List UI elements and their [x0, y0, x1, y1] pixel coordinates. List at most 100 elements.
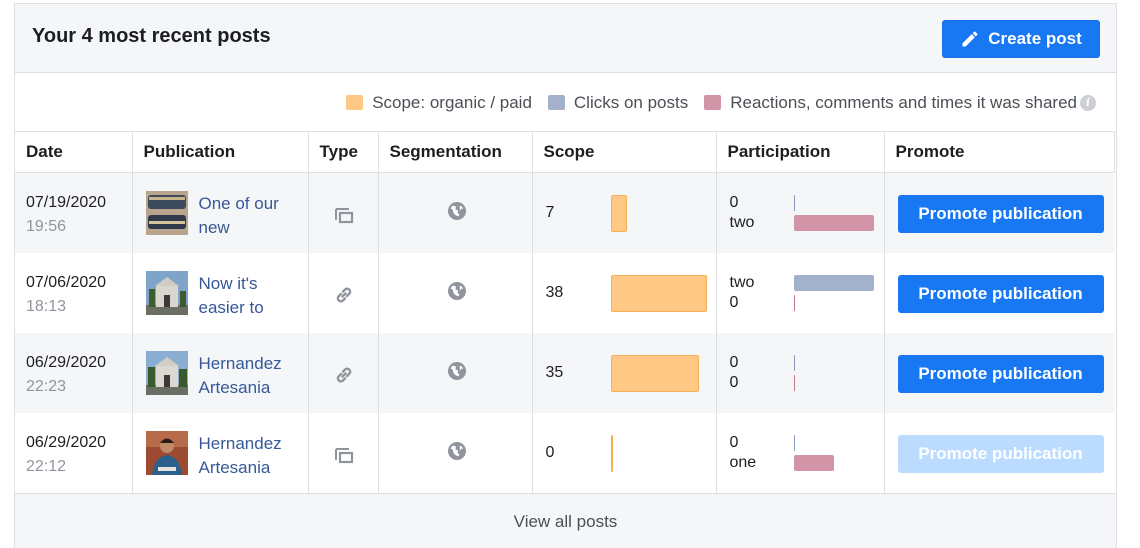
clicks-bar — [793, 274, 874, 291]
posts-table: Date Publication Type Segmentation Scope… — [15, 131, 1115, 493]
clicks-bar — [793, 354, 795, 371]
reactions-swatch — [704, 95, 722, 110]
post-thumbnail[interactable] — [145, 350, 188, 395]
promote-publication-button[interactable]: Promote publication — [897, 274, 1104, 313]
participation-cell: 0 0 — [716, 332, 885, 413]
col-participation: Participation — [716, 131, 885, 173]
scope-cell: 0 — [532, 412, 717, 493]
info-icon[interactable]: i — [1080, 94, 1096, 111]
segmentation-cell — [378, 172, 533, 253]
pencil-icon — [962, 31, 978, 47]
table-row: 07/06/2020 18:13 Now it's easier to 38 — [15, 252, 1114, 333]
post-thumbnail[interactable] — [145, 270, 188, 315]
promote-cell: Promote publication — [884, 332, 1114, 413]
publication-cell[interactable]: Now it's easier to — [132, 252, 309, 333]
clicks-value: 0 — [729, 194, 739, 211]
promote-cell: Promote publication — [884, 252, 1114, 333]
participation-cell: two 0 — [716, 252, 885, 333]
publication-cell[interactable]: One of our new — [132, 172, 309, 253]
segmentation-cell — [378, 412, 533, 493]
clicks-value: 0 — [729, 353, 739, 371]
col-type: Type — [308, 131, 379, 173]
segmentation-cell — [378, 332, 533, 413]
globe-icon — [447, 202, 466, 220]
promote-publication-button[interactable]: Promote publication — [897, 195, 1104, 233]
post-title-link[interactable]: One of our new — [198, 194, 279, 237]
table-row: 06/29/2020 22:12 Hernandez Artesania 0 — [15, 412, 1114, 493]
scope-bar — [610, 195, 627, 232]
scope-value: 38 — [545, 283, 564, 301]
scope-cell: 35 — [532, 332, 717, 413]
clicks-swatch — [547, 95, 565, 110]
create-post-label: Create post — [988, 29, 1082, 48]
clicks-value: two — [729, 273, 755, 291]
type-cell — [308, 172, 379, 253]
col-publication: Publication — [132, 131, 309, 173]
date-cell: 07/19/2020 19:56 — [15, 172, 133, 253]
clicks-bar — [793, 195, 795, 211]
post-thumbnail[interactable] — [145, 191, 188, 235]
col-scope: Scope — [532, 131, 717, 173]
globe-icon — [447, 281, 466, 300]
reactions-value: 0 — [729, 293, 739, 311]
legend-scope-label: Scope: organic / paid — [372, 92, 532, 112]
legend-clicks: Clicks on posts — [547, 92, 689, 113]
clicks-value: 0 — [729, 433, 739, 451]
table-row: 06/29/2020 22:23 Hernandez Artesania 35 — [15, 332, 1114, 413]
scope-bar — [610, 434, 613, 472]
legend-clicks-label: Clicks on posts — [573, 92, 689, 112]
table-header-row: Date Publication Type Segmentation Scope… — [15, 131, 1115, 173]
date-cell: 06/29/2020 22:12 — [15, 412, 133, 493]
panel-title: Your 4 most recent posts — [32, 25, 271, 47]
col-promote: Promote — [884, 131, 1115, 173]
link-icon — [336, 367, 351, 382]
post-title-link[interactable]: Now it's easier to — [198, 273, 264, 317]
publication-cell[interactable]: Hernandez Artesania — [132, 412, 309, 493]
publication-cell[interactable]: Hernandez Artesania — [132, 332, 309, 413]
promote-cell: Promote publication — [884, 412, 1114, 493]
clicks-bar — [793, 434, 795, 451]
type-cell — [308, 252, 379, 333]
legend-reactions-label: Reactions, comments and times it was sha… — [730, 92, 1077, 112]
scope-value: 35 — [545, 363, 564, 381]
promote-publication-button: Promote publication — [897, 434, 1104, 473]
reactions-bar — [793, 374, 795, 391]
view-all-posts-link[interactable]: View all posts — [15, 493, 1116, 548]
post-date: 06/29/2020 — [26, 433, 107, 451]
promote-publication-button[interactable]: Promote publication — [897, 354, 1104, 393]
reactions-bar — [793, 294, 795, 311]
album-icon — [334, 447, 353, 463]
legend-reactions: Reactions, comments and times it was sha… — [704, 93, 1096, 113]
scope-bar — [610, 274, 707, 312]
col-date: Date — [15, 131, 133, 173]
promote-cell: Promote publication — [884, 172, 1114, 253]
scope-bar — [610, 354, 699, 392]
chart-legend: Scope: organic / paid Clicks on posts Re… — [15, 74, 1116, 131]
col-segmentation: Segmentation — [378, 131, 533, 173]
segmentation-cell — [378, 252, 533, 333]
post-title-link[interactable]: Hernandez Artesania — [198, 353, 282, 397]
scope-cell: 7 — [532, 172, 717, 253]
post-date: 07/06/2020 — [26, 273, 107, 291]
globe-icon — [447, 441, 466, 460]
post-time: 18:13 — [26, 297, 67, 315]
post-time: 22:12 — [26, 457, 67, 475]
reactions-bar — [793, 454, 834, 471]
link-icon — [336, 287, 351, 302]
participation-cell: 0 one — [716, 412, 885, 493]
post-thumbnail[interactable] — [145, 430, 188, 475]
post-time: 22:23 — [26, 377, 67, 395]
reactions-value: two — [729, 214, 755, 231]
type-cell — [308, 412, 379, 493]
album-icon — [334, 208, 353, 224]
legend-scope: Scope: organic / paid — [346, 93, 532, 113]
globe-icon — [447, 361, 466, 380]
scope-value: 7 — [545, 204, 555, 221]
scope-cell: 38 — [532, 252, 717, 333]
date-cell: 07/06/2020 18:13 — [15, 252, 133, 333]
reactions-value: 0 — [729, 373, 739, 391]
create-post-button[interactable]: Create post — [942, 20, 1100, 58]
type-cell — [308, 332, 379, 413]
participation-cell: 0 two — [716, 172, 885, 253]
post-title-link[interactable]: Hernandez Artesania — [198, 433, 282, 477]
